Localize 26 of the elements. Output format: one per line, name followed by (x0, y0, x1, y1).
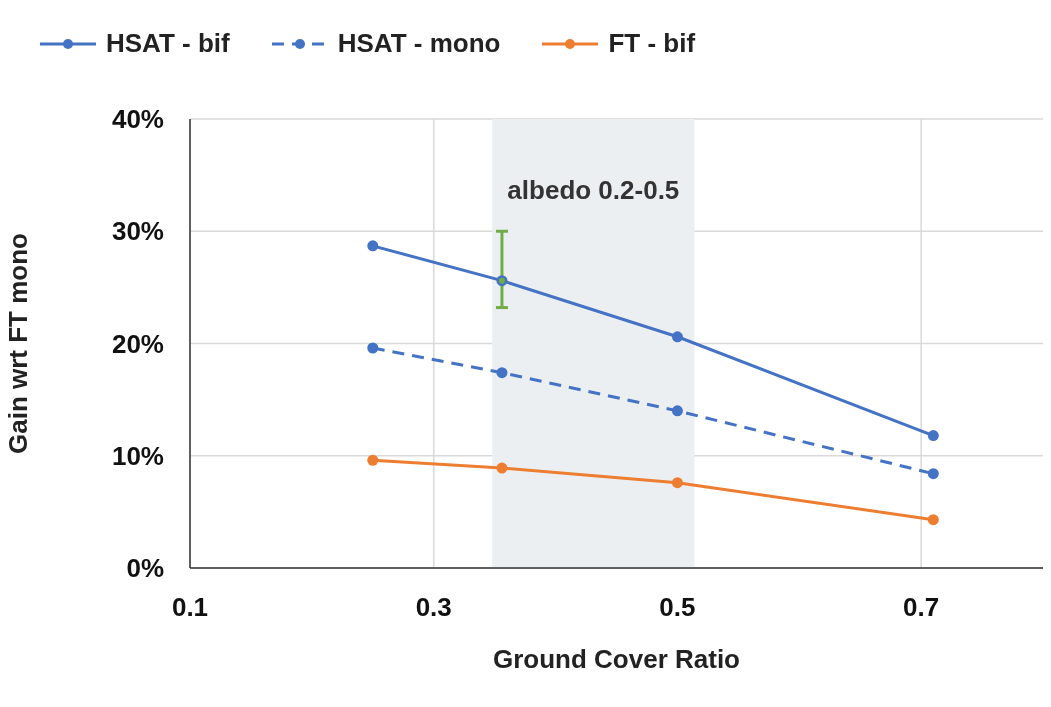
point (927, 468, 939, 480)
y-tick-label: 0% (126, 553, 164, 584)
point (367, 240, 379, 252)
point (367, 454, 379, 466)
x-tick-label: 0.5 (659, 592, 696, 623)
y-tick-label: 30% (111, 216, 164, 247)
point (927, 430, 939, 442)
point (496, 367, 508, 379)
y-tick-label: 40% (111, 104, 164, 135)
point (671, 331, 683, 343)
y-tick-label: 10% (111, 440, 164, 471)
x-axis-title: Ground Cover Ratio (492, 644, 741, 674)
x-tick-label: 0.7 (903, 592, 940, 623)
point (496, 462, 508, 474)
band-label: albedo 0.2-0.5 (507, 175, 680, 206)
legend-label: HSAT - mono (337, 28, 501, 59)
point (367, 342, 379, 354)
legend-label: HSAT - bif (106, 28, 230, 59)
y-axis-title: Gain wrt FT mono (3, 233, 34, 454)
point (671, 405, 683, 417)
y-tick-label: 20% (111, 328, 164, 359)
x-tick-label: 0.3 (415, 592, 452, 623)
x-tick-label: 0.1 (171, 592, 209, 623)
point (671, 477, 683, 489)
legend-label: FT - bif (608, 28, 696, 59)
point (927, 514, 939, 526)
